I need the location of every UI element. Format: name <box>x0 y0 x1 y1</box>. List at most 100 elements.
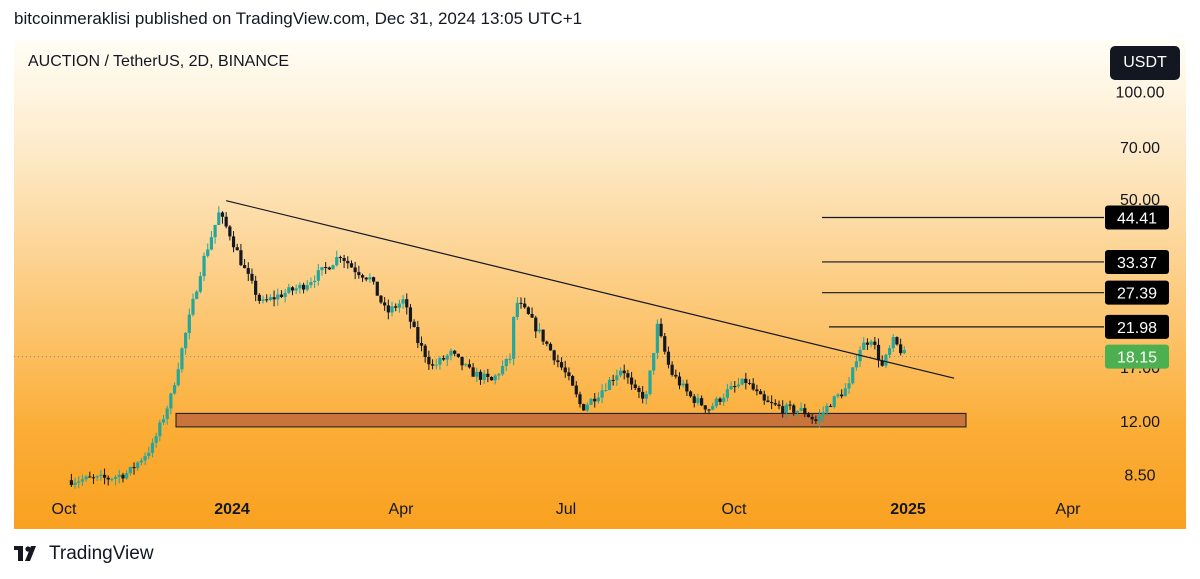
candle-body <box>150 442 155 453</box>
candle <box>239 243 243 267</box>
candle <box>611 374 615 386</box>
candle <box>136 461 140 471</box>
candle-body <box>261 299 265 301</box>
candle-body <box>677 376 682 386</box>
candle <box>242 259 247 269</box>
candle <box>489 376 494 381</box>
candle <box>84 474 88 482</box>
candle-body <box>696 398 700 403</box>
candle <box>464 363 468 367</box>
candle-body <box>128 466 132 474</box>
tradingview-logo[interactable]: TradingView <box>14 543 154 565</box>
candle-body <box>784 404 788 414</box>
candle-body <box>810 416 814 420</box>
candle <box>537 323 542 334</box>
candle-body <box>556 360 560 363</box>
candle <box>272 290 276 307</box>
candle-body <box>125 473 129 479</box>
candle <box>895 336 899 346</box>
candle-body <box>851 367 855 384</box>
candle-body <box>158 422 162 437</box>
candle <box>821 406 825 423</box>
candle-body <box>342 258 346 261</box>
candle <box>696 393 700 406</box>
candle-body <box>541 329 545 342</box>
candle <box>91 474 96 484</box>
currency-button[interactable]: USDT <box>1110 46 1180 80</box>
candle <box>176 362 180 387</box>
candle-body <box>206 249 210 256</box>
candle <box>571 374 575 387</box>
x-tick-label: Oct <box>52 501 77 518</box>
candle-body <box>736 384 741 387</box>
candle <box>582 403 586 411</box>
candle-body <box>257 294 261 301</box>
candle-body <box>246 268 250 274</box>
level-badge-bg <box>1105 314 1169 339</box>
candle <box>213 224 217 244</box>
tradingview-logo-icon <box>14 546 36 561</box>
candle-body <box>228 226 232 237</box>
candle-body <box>829 405 833 407</box>
candle <box>405 293 409 315</box>
candle-body <box>121 474 125 479</box>
candle <box>224 212 228 229</box>
candle-body <box>792 405 796 413</box>
candle-body <box>670 364 674 375</box>
candle <box>644 390 648 405</box>
candle-body <box>113 476 118 479</box>
candle <box>423 344 427 363</box>
candle-body <box>110 478 114 480</box>
candle <box>810 413 814 424</box>
candle <box>633 379 637 391</box>
candle <box>235 243 239 251</box>
candle-body <box>817 415 822 421</box>
candle-body <box>666 351 671 365</box>
candle-body <box>703 405 707 410</box>
candle <box>747 379 752 386</box>
candle <box>202 252 206 282</box>
candle-body <box>231 236 236 248</box>
candle <box>453 349 457 356</box>
candle <box>840 389 844 399</box>
candle-body <box>799 408 803 411</box>
candle <box>198 271 202 294</box>
candle-body <box>652 353 656 371</box>
candle <box>652 352 656 375</box>
candle-body <box>895 337 899 345</box>
candle <box>622 364 626 380</box>
candle <box>346 256 350 269</box>
candle <box>268 294 272 302</box>
candle <box>143 452 147 465</box>
level-badge-text: 44.41 <box>1117 211 1157 228</box>
candle <box>88 471 92 478</box>
x-tick-label: Oct <box>722 501 747 518</box>
candle-body <box>766 400 770 403</box>
candle-body <box>700 398 704 406</box>
candle <box>445 353 449 366</box>
candle <box>419 336 424 352</box>
candle-body <box>265 299 269 301</box>
candle <box>379 295 383 305</box>
candle-body <box>755 389 759 392</box>
candle <box>150 438 155 458</box>
candle-body <box>832 396 836 407</box>
candle <box>777 400 781 410</box>
level-badge-bg <box>1105 205 1169 230</box>
candle <box>368 273 372 283</box>
candle <box>548 342 553 351</box>
candle <box>530 307 534 318</box>
candle-body <box>139 460 143 463</box>
candle <box>99 470 103 481</box>
candle-body <box>740 378 744 385</box>
candle <box>556 354 560 368</box>
candle-body <box>309 282 313 286</box>
candle-body <box>899 344 903 354</box>
candle-body <box>773 403 777 405</box>
candle-body <box>408 307 413 322</box>
candle <box>257 293 261 304</box>
candle <box>817 409 822 428</box>
candle <box>412 319 416 328</box>
